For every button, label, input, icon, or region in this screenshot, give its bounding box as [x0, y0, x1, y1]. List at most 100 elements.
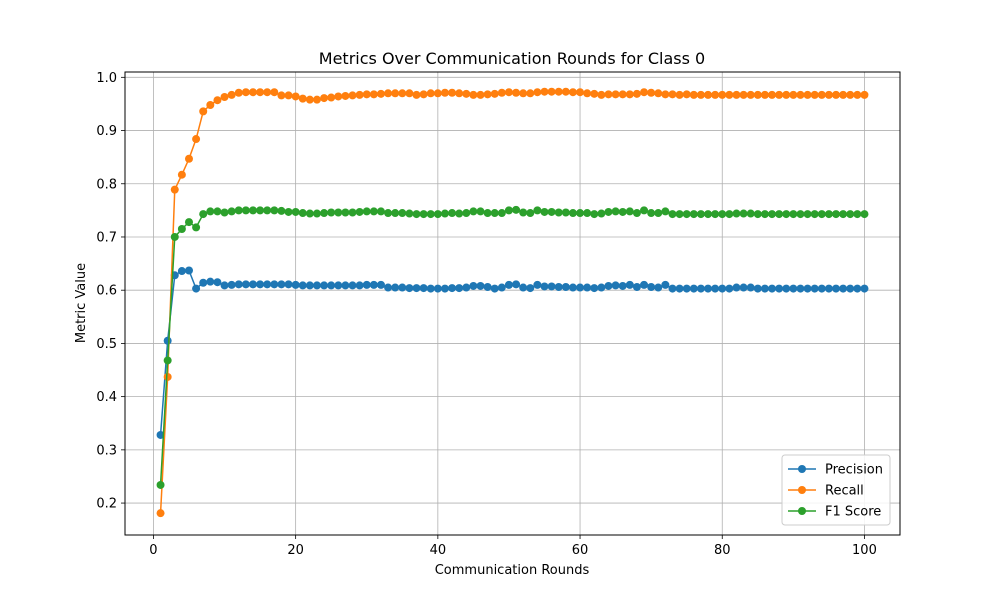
data-point-precision [732, 283, 741, 292]
legend-marker [798, 486, 806, 494]
data-point-precision [220, 281, 229, 290]
data-point-precision [760, 284, 769, 293]
data-point-recall [256, 88, 265, 97]
data-point-precision [618, 281, 627, 290]
x-tick-label: 100 [852, 543, 877, 558]
data-point-precision [640, 280, 649, 289]
data-point-recall [469, 90, 478, 99]
data-point-recall [817, 90, 826, 99]
data-point-precision [775, 284, 784, 293]
y-tick-label: 0.5 [96, 337, 117, 352]
data-point-recall [220, 93, 229, 102]
data-point-f1-score [590, 210, 599, 219]
data-point-precision [803, 284, 812, 293]
data-point-recall [184, 154, 193, 163]
data-point-recall [675, 90, 684, 99]
data-point-f1-score [768, 210, 777, 219]
y-tick-label: 1.0 [96, 71, 117, 86]
data-point-precision [604, 281, 613, 290]
data-point-precision [824, 284, 833, 293]
data-point-recall [682, 90, 691, 99]
data-point-f1-score [760, 210, 769, 219]
data-point-precision [647, 283, 656, 292]
data-point-precision [263, 280, 272, 289]
data-point-f1-score [789, 210, 798, 219]
data-point-recall [561, 87, 570, 96]
data-point-precision [625, 280, 634, 289]
data-point-f1-score [298, 209, 307, 218]
data-point-precision [234, 280, 243, 289]
data-point-f1-score [448, 209, 457, 218]
data-point-precision [398, 283, 407, 292]
data-point-f1-score [184, 218, 193, 227]
data-point-precision [583, 283, 592, 292]
data-point-precision [689, 284, 698, 293]
x-tick-label: 60 [572, 543, 589, 558]
data-point-f1-score [576, 209, 585, 218]
data-point-recall [362, 90, 371, 99]
data-point-f1-score [647, 209, 656, 218]
data-point-f1-score [405, 209, 414, 218]
data-point-precision [590, 284, 599, 293]
data-point-f1-score [775, 210, 784, 219]
data-point-precision [768, 284, 777, 293]
data-point-recall [597, 90, 606, 99]
legend-marker [798, 507, 806, 515]
data-point-recall [455, 89, 464, 98]
data-point-recall [419, 90, 428, 99]
data-point-precision [192, 284, 201, 293]
data-point-recall [241, 88, 250, 97]
data-point-recall [846, 90, 855, 99]
data-point-recall [711, 90, 720, 99]
data-point-precision [533, 280, 542, 289]
data-point-f1-score [341, 208, 350, 217]
data-point-f1-score [398, 209, 407, 218]
data-point-f1-score [433, 210, 442, 219]
data-point-precision [369, 280, 378, 289]
data-point-precision [298, 281, 307, 290]
data-point-recall [775, 90, 784, 99]
data-point-recall [583, 89, 592, 98]
data-point-recall [384, 89, 393, 98]
y-tick-label: 0.6 [96, 284, 117, 299]
data-point-recall [448, 88, 457, 97]
x-tick-label: 20 [287, 543, 304, 558]
data-point-precision [284, 280, 293, 289]
data-point-recall [689, 90, 698, 99]
data-point-precision [810, 284, 819, 293]
data-point-recall [661, 90, 670, 99]
data-point-precision [675, 284, 684, 293]
data-point-recall [668, 90, 677, 99]
data-point-recall [312, 95, 321, 104]
data-point-recall [782, 90, 791, 99]
data-point-recall [504, 88, 513, 97]
data-point-recall [213, 96, 222, 105]
data-point-precision [163, 336, 172, 345]
legend-marker [798, 465, 806, 473]
data-point-f1-score [334, 208, 343, 217]
data-point-f1-score [725, 210, 734, 219]
data-point-recall [334, 92, 343, 101]
data-point-f1-score [860, 210, 869, 219]
data-point-recall [625, 90, 634, 99]
data-point-precision [725, 284, 734, 293]
data-point-precision [654, 283, 663, 292]
data-point-f1-score [540, 207, 549, 216]
data-point-precision [632, 283, 641, 292]
data-point-recall [640, 88, 649, 97]
data-point-precision [433, 284, 442, 293]
data-point-f1-score [654, 209, 663, 218]
data-point-f1-score [355, 207, 364, 216]
data-point-precision [739, 283, 748, 292]
data-point-f1-score [512, 205, 521, 214]
data-point-precision [469, 281, 478, 290]
y-tick-label: 0.2 [96, 497, 117, 512]
data-point-precision [355, 281, 364, 290]
legend: Precision Recall F1 Score [781, 454, 891, 526]
data-point-f1-score [526, 209, 535, 218]
data-point-f1-score [277, 206, 286, 215]
data-point-precision [348, 281, 357, 290]
data-point-f1-score [497, 209, 506, 218]
data-point-recall [732, 90, 741, 99]
data-point-recall [391, 89, 400, 98]
